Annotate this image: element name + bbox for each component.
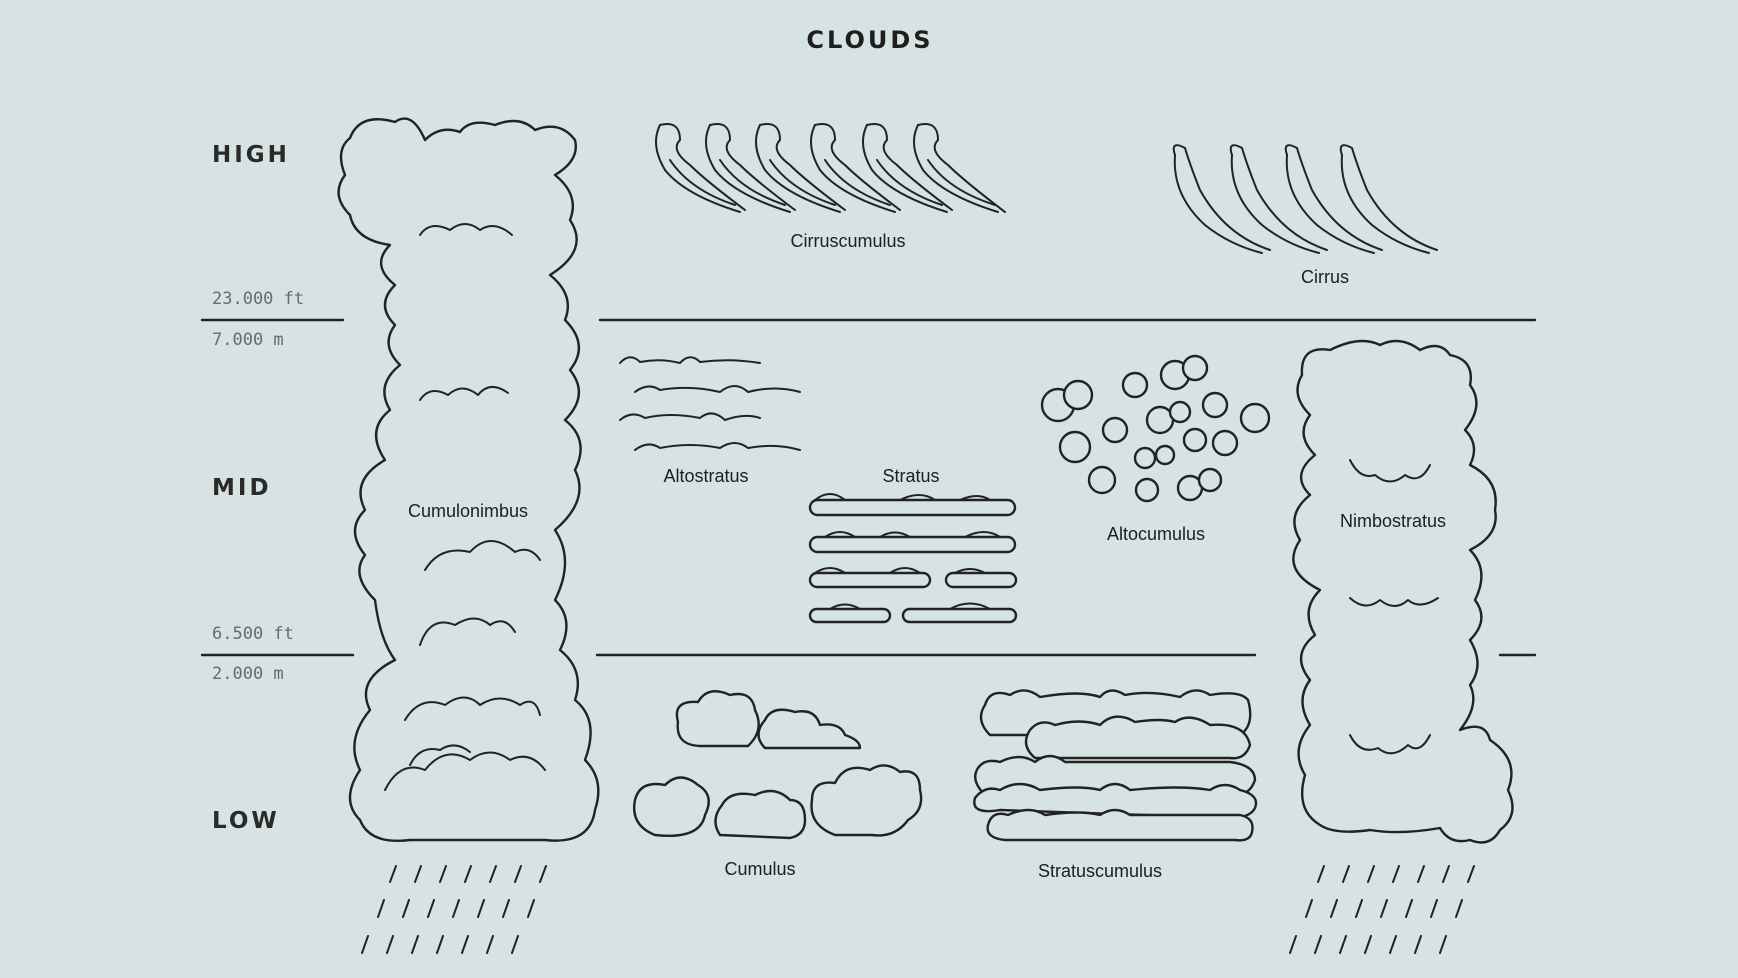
diagram-title: CLOUDS	[806, 26, 933, 54]
label-altocumulus: Altocumulus	[1107, 524, 1205, 544]
cumulus-cloud-icon	[633, 690, 923, 840]
level-label-low: LOW	[212, 808, 280, 834]
altocumulus-cloud-icon	[1040, 354, 1271, 503]
stratus-cloud-icon	[808, 493, 1018, 624]
altitude-lower-ft: 6.500 ft	[212, 624, 294, 644]
cirrus-cloud-icon	[1172, 144, 1438, 254]
cumulonimbus-cloud-icon	[337, 117, 600, 842]
label-nimbostratus: Nimbostratus	[1340, 511, 1446, 531]
stratuscumulus-cloud-icon	[973, 689, 1258, 842]
rain-cumulonimbus-icon	[361, 865, 547, 954]
altostratus-cloud-icon	[619, 356, 801, 451]
label-altostratus: Altostratus	[663, 466, 748, 486]
altitude-upper-m: 7.000 m	[212, 330, 284, 350]
label-stratuscumulus: Stratuscumulus	[1038, 861, 1162, 881]
altitude-upper-ft: 23.000 ft	[212, 289, 304, 309]
level-label-high: HIGH	[212, 142, 290, 168]
cirruscumulus-cloud-icon	[655, 123, 1006, 213]
rain-nimbostratus-icon	[1289, 865, 1475, 954]
label-stratus: Stratus	[882, 466, 939, 486]
label-cumulus: Cumulus	[724, 859, 795, 879]
altitude-lower-m: 2.000 m	[212, 664, 284, 684]
label-cumulonimbus: Cumulonimbus	[408, 501, 528, 521]
label-cirrus: Cirrus	[1301, 267, 1349, 287]
nimbostratus-cloud-icon	[1292, 339, 1514, 844]
level-label-mid: MID	[212, 475, 272, 501]
label-cirruscumulus: Cirruscumulus	[790, 231, 905, 251]
